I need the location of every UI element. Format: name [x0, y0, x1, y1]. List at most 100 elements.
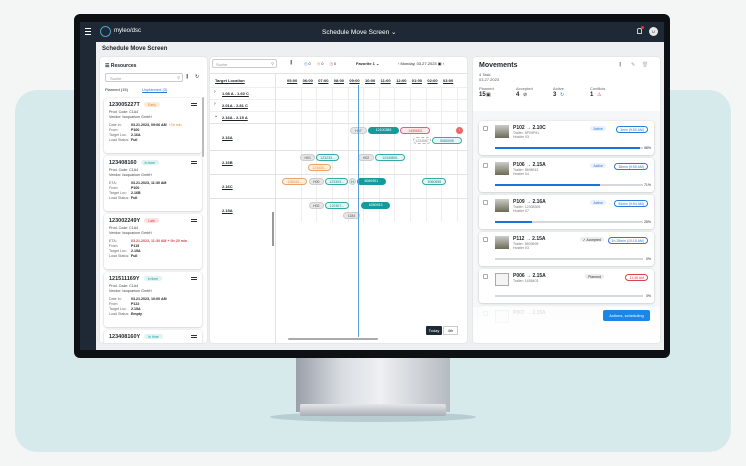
location-label[interactable]: 2.16C — [222, 184, 233, 189]
date-label: Monday, 03.27.2023 — [400, 61, 437, 66]
status-count[interactable]: ◷0 — [304, 61, 311, 66]
chevron-right-icon[interactable]: › — [214, 101, 216, 107]
schedule-bar[interactable]: 5060005 — [431, 137, 463, 144]
status-count[interactable]: ◷0 — [329, 61, 336, 66]
resource-card[interactable]: 121511169Y In time Prod. Code: C1A4 Vendor:… — [104, 272, 202, 327]
bell-icon[interactable] — [637, 26, 644, 34]
gantt-search-input[interactable]: Suche ⚲ — [212, 59, 277, 68]
group-label[interactable]: 2.16A - 2.15 A — [222, 115, 248, 120]
group-label[interactable]: 2.01A - 2.81 C — [222, 103, 248, 108]
group-label[interactable]: 1.08 A - 1.60 C — [222, 91, 249, 96]
schedule-bar[interactable]: 128443... — [282, 178, 307, 185]
scrollbar[interactable] — [202, 97, 204, 157]
location-label[interactable]: 2.16A — [222, 134, 233, 140]
schedule-bar[interactable]: ! — [456, 127, 463, 134]
schedule-bar[interactable]: H02 — [308, 202, 324, 209]
favorite-select[interactable]: Favorite 1 ⌄ — [356, 61, 380, 66]
view-button[interactable]: 4th — [443, 326, 458, 335]
resource-card[interactable]: 123408160Y In time — [104, 330, 202, 343]
row-scrollbar[interactable] — [272, 212, 274, 246]
card-header: 123408160 In time — [109, 160, 197, 166]
movement-item[interactable]: P102 → 2.10C Trailer: 5P09P91 Hostler 03 Ac… — [479, 121, 654, 155]
select-checkbox[interactable] — [483, 163, 488, 168]
group-row[interactable] — [210, 111, 467, 123]
schedule-bar[interactable]: 122307... — [324, 202, 349, 209]
schedule-bar[interactable]: 12345891 — [375, 154, 405, 161]
refresh-icon[interactable]: ↻ — [195, 74, 200, 80]
drag-handle-icon[interactable] — [191, 335, 197, 338]
tab-planned[interactable]: Planned (15) — [105, 87, 128, 92]
date-nav[interactable]: ‹ Monday, 03.27.2023 ▣ › — [398, 61, 444, 66]
field-value: P115 — [131, 244, 140, 248]
filter-icon[interactable]: ⫼ — [619, 62, 622, 68]
field-label: From: — [109, 302, 119, 306]
group-row[interactable] — [210, 87, 467, 99]
chevron-right-icon[interactable]: › — [214, 89, 216, 95]
actions-scheduling-button[interactable]: Actions, scheduling — [603, 310, 650, 321]
field-label: From: — [109, 244, 119, 248]
location-label[interactable]: 2.16B — [222, 160, 233, 165]
drag-handle-icon[interactable] — [191, 161, 197, 164]
menu-icon[interactable] — [85, 28, 91, 35]
location-row — [210, 123, 467, 150]
screen-title: Schedule Move Screen — [322, 29, 390, 36]
next-icon[interactable]: › — [442, 61, 445, 66]
schedule-bar[interactable]: 123303... — [324, 178, 349, 185]
resource-card[interactable]: 123002249Y Late Prod. Code: C1A4 Vendor: Is… — [104, 214, 202, 269]
movement-item[interactable]: P106 → 2.15A Trailer: 5698913 Hostler 04 Ac… — [479, 158, 654, 192]
drag-handle-icon[interactable] — [191, 219, 197, 222]
schedule-bar[interactable]: H01 — [300, 154, 316, 161]
schedule-bar[interactable]: 123433... — [307, 164, 331, 171]
drag-handle-icon[interactable] — [191, 277, 197, 280]
progress-percent: 71% — [643, 183, 651, 187]
avatar[interactable]: U — [649, 27, 658, 36]
stat-label: Conflicts — [590, 86, 606, 91]
schedule-bar[interactable]: 12100385 — [368, 127, 399, 134]
schedule-bar[interactable]: 1184 — [342, 212, 360, 219]
movement-item[interactable]: P006 → 2.15A Trailer: 1458403 Planned 11:48… — [479, 269, 654, 303]
schedule-bar[interactable]: 123233... — [316, 154, 339, 161]
truck-photo — [495, 199, 509, 212]
select-checkbox[interactable] — [483, 200, 488, 205]
select-checkbox[interactable] — [483, 237, 488, 242]
filter-icon[interactable]: ⫼ — [290, 60, 293, 66]
progress-bar — [495, 295, 643, 297]
schedule-bar[interactable]: 5060555 — [422, 178, 447, 185]
check-circle-icon: ⊘ — [523, 92, 528, 98]
schedule-bar[interactable]: H00 — [308, 178, 324, 185]
chevron-down-icon[interactable]: ⌄ — [214, 113, 219, 119]
route: P109 → 2.16A — [513, 199, 546, 205]
field-value: Full — [131, 254, 138, 258]
edit-icon[interactable]: ✎ — [631, 62, 636, 68]
card-field: Target Loc: 2.16B — [109, 191, 197, 196]
drag-handle-icon[interactable] — [191, 103, 197, 106]
calendar-icon[interactable]: ▣ — [437, 61, 442, 66]
movement-item[interactable]: P109 → 2.16A Trailer: 12308305 Hostler 07 A… — [479, 195, 654, 229]
resource-search-input[interactable]: Suche ⚲ — [105, 73, 183, 82]
schedule-bar[interactable]: H — [349, 178, 356, 185]
trash-icon[interactable]: 🗑 — [642, 62, 649, 68]
field-value: 2.15A — [131, 249, 141, 253]
movement-item[interactable]: P112 → 2.15A Trailer: 5609599 Hostler 03 ✓ … — [479, 232, 654, 266]
schedule-bar[interactable]: 1455663 — [400, 127, 431, 134]
column-header[interactable]: Target Location — [215, 78, 245, 83]
location-label[interactable]: 2.15A — [222, 208, 233, 213]
select-checkbox[interactable] — [483, 274, 488, 279]
schedule-bar[interactable]: 6350913 — [361, 202, 391, 209]
screen-selector[interactable]: Schedule Move Screen ⌄ — [322, 28, 396, 36]
select-checkbox[interactable] — [483, 126, 488, 131]
today-button[interactable]: Today — [426, 326, 442, 335]
eta-pill: 3min (9:50 AM) — [616, 126, 648, 133]
h-scrollbar[interactable] — [288, 338, 378, 340]
resource-card[interactable]: 123408160 In time Prod. Code: C1A4 Vendor: … — [104, 156, 202, 211]
schedule-bar[interactable]: 5060951 — [356, 178, 386, 185]
stat-label: Accepted — [516, 86, 533, 91]
prod-code: Prod. Code: C1A4 — [109, 226, 139, 230]
columns-icon[interactable]: ⫼ — [186, 74, 189, 80]
resource-card[interactable]: 123005227T Early Prod. Code: C1A4 Vendor: I… — [104, 98, 202, 153]
tab-unplanned[interactable]: Unplanned (3) — [142, 87, 168, 93]
status-count[interactable]: ◷0 — [317, 61, 324, 66]
group-row[interactable] — [210, 99, 467, 111]
schedule-bar[interactable]: H02 — [358, 154, 375, 161]
schedule-bar[interactable]: 1234567 — [413, 137, 431, 144]
